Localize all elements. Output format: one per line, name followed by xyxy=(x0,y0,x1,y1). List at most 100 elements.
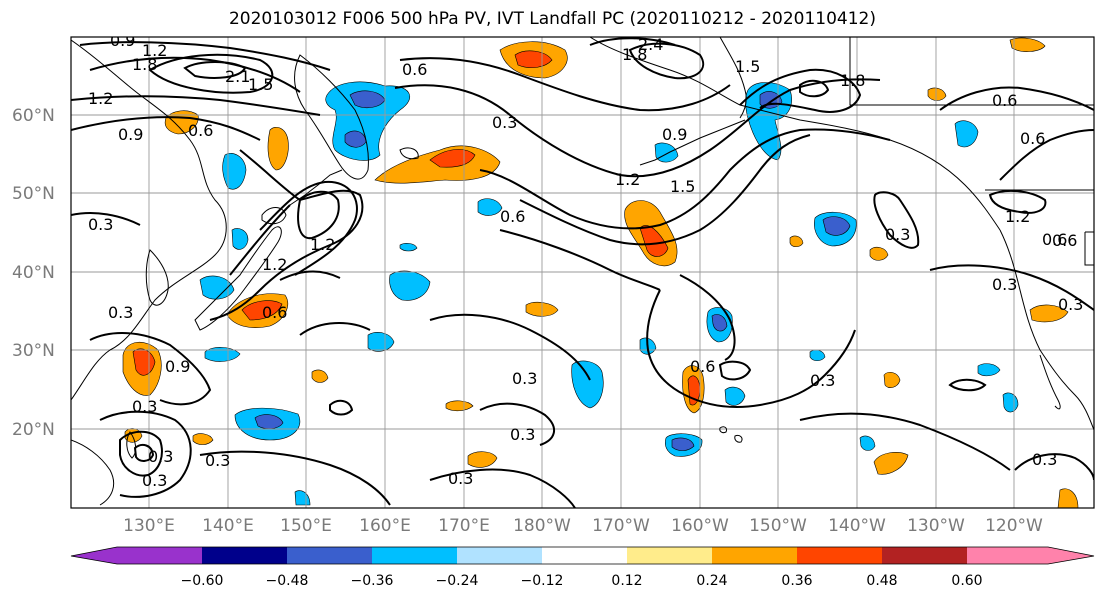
anomaly-red-5 xyxy=(514,50,553,69)
contour-south-6 xyxy=(299,322,371,336)
anomaly-blue-23 xyxy=(399,243,418,252)
colorbar-segment-3 xyxy=(372,547,457,564)
contour-label: 1.8 xyxy=(132,55,157,74)
anomaly-blue-7 xyxy=(389,270,431,301)
coastlines xyxy=(71,37,1094,506)
contour-label: 0.3 xyxy=(88,215,113,234)
colorbar-tick-label: −0.12 xyxy=(521,573,564,589)
contour-ne-3 xyxy=(988,189,1047,214)
lon-label: 140°E xyxy=(202,516,254,536)
contour-east-8 xyxy=(628,42,705,80)
lon-label: 140°W xyxy=(828,516,886,536)
anomaly-orange-15 xyxy=(311,369,329,383)
coast-korea xyxy=(145,249,169,306)
contour-label: 0.9 xyxy=(118,125,143,144)
coast-taiwan xyxy=(126,431,137,459)
anomaly-blue-11 xyxy=(199,275,235,300)
anomaly-blue-14 xyxy=(954,120,979,148)
lon-label: 150°E xyxy=(280,516,332,536)
contour-label: 0.9 xyxy=(110,31,135,50)
anomaly-orange-10 xyxy=(873,452,909,475)
anomaly-red-4 xyxy=(132,348,156,376)
contour-label: 1.5 xyxy=(670,177,695,196)
contour-trough-4 xyxy=(229,204,291,276)
colorbar-outline xyxy=(70,546,1095,565)
contour-trough-3 xyxy=(259,180,358,276)
contour-east-9 xyxy=(589,37,676,46)
contour-nw-5 xyxy=(71,95,321,116)
pv-contours xyxy=(71,37,1094,508)
contour-south-9 xyxy=(1014,453,1094,481)
contour-label: 0.9 xyxy=(165,357,190,376)
contour-south-7 xyxy=(799,412,1011,471)
map-border xyxy=(70,36,1095,509)
anomaly-orange-21 xyxy=(927,87,947,101)
colorbar-segment-10 xyxy=(967,547,1094,564)
colorbar-segment-7 xyxy=(712,547,797,564)
coast-north-america xyxy=(999,229,1094,431)
colorbar-tick-label: 0.60 xyxy=(951,573,982,589)
lat-label-60n: 60°N xyxy=(12,106,55,126)
contour-label: 0.3 xyxy=(205,451,230,470)
contour-label: 1.8 xyxy=(622,45,647,64)
contour-east-4 xyxy=(519,134,811,246)
coast-alaska-north xyxy=(719,37,747,119)
colorbar-tick-label: 0.24 xyxy=(696,573,727,589)
lon-label: 170°E xyxy=(438,516,490,536)
contour-east-6 xyxy=(739,68,862,113)
anomaly-navy-4 xyxy=(254,414,284,429)
colorbar-tick-label: −0.60 xyxy=(181,573,224,589)
contour-label: 0.3 xyxy=(1032,450,1057,469)
coast-aleutians xyxy=(639,119,746,166)
contour-sw-4 xyxy=(99,410,192,498)
contour-label: 2.1 xyxy=(225,67,250,86)
lat-label-50n: 50°N xyxy=(12,184,55,204)
anomaly-blue-16 xyxy=(724,386,746,406)
anomaly-blue-10 xyxy=(231,228,249,250)
contour-label: 1.2 xyxy=(88,89,113,108)
contour-label: 0.3 xyxy=(810,371,835,390)
contour-label: 1.2 xyxy=(310,235,335,254)
longitude-labels: 130°E 140°E 150°E 160°E 170°E 180°W 170°… xyxy=(123,516,1043,536)
colorbar-tick-label: −0.24 xyxy=(436,573,479,589)
contour-label: 0.3 xyxy=(448,469,473,488)
contour-label: 0.6 xyxy=(1020,129,1045,148)
colorbar-segment-2 xyxy=(287,547,372,564)
lon-label: 120°W xyxy=(985,516,1043,536)
anomaly-orange-22 xyxy=(789,235,804,248)
contour-label: 1.5 xyxy=(735,57,760,76)
anomaly-blue-21 xyxy=(859,435,876,451)
contour-label: 0.3 xyxy=(992,275,1017,294)
contour-sw-1 xyxy=(89,332,212,406)
lon-label: 150°W xyxy=(749,516,807,536)
map-title: 2020103012 F006 500 hPa PV, IVT Landfall… xyxy=(228,9,876,29)
lon-label: 130°E xyxy=(123,516,175,536)
contour-ne-2 xyxy=(929,264,1094,311)
anomaly-navy-3 xyxy=(822,216,851,236)
contour-south-8 xyxy=(948,378,987,392)
contour-nw-3 xyxy=(148,53,274,94)
contour-ne-5 xyxy=(999,129,1094,181)
contour-south-2 xyxy=(329,399,354,416)
contour-ne-4 xyxy=(939,86,1094,111)
contour-label: 1.8 xyxy=(840,71,865,90)
colorbar-segment-5 xyxy=(542,547,627,564)
contour-label: 0.3 xyxy=(108,303,133,322)
contour-label: 1.5 xyxy=(248,75,273,94)
contour-nw-2 xyxy=(89,56,301,93)
lon-label: 170°W xyxy=(592,516,650,536)
contour-sw-3 xyxy=(133,443,155,462)
contour-label: 1.2 xyxy=(142,41,167,60)
anomaly-orange-20 xyxy=(869,246,889,261)
shaded-anomalies xyxy=(122,37,1079,508)
anomaly-navy-5 xyxy=(671,437,695,451)
contour-label: 0.6 xyxy=(992,91,1017,110)
anomaly-blue-17 xyxy=(977,363,1001,377)
contour-central-1 xyxy=(646,289,856,408)
contour-south-4 xyxy=(479,402,555,446)
contour-nw-4 xyxy=(183,61,247,79)
lon-label: 160°E xyxy=(359,516,411,536)
colorbar-tick-label: 0.36 xyxy=(781,573,812,589)
contour-nw-1 xyxy=(79,41,331,71)
latitude-labels: 60°N 50°N 40°N 30°N 20°N xyxy=(12,106,55,440)
